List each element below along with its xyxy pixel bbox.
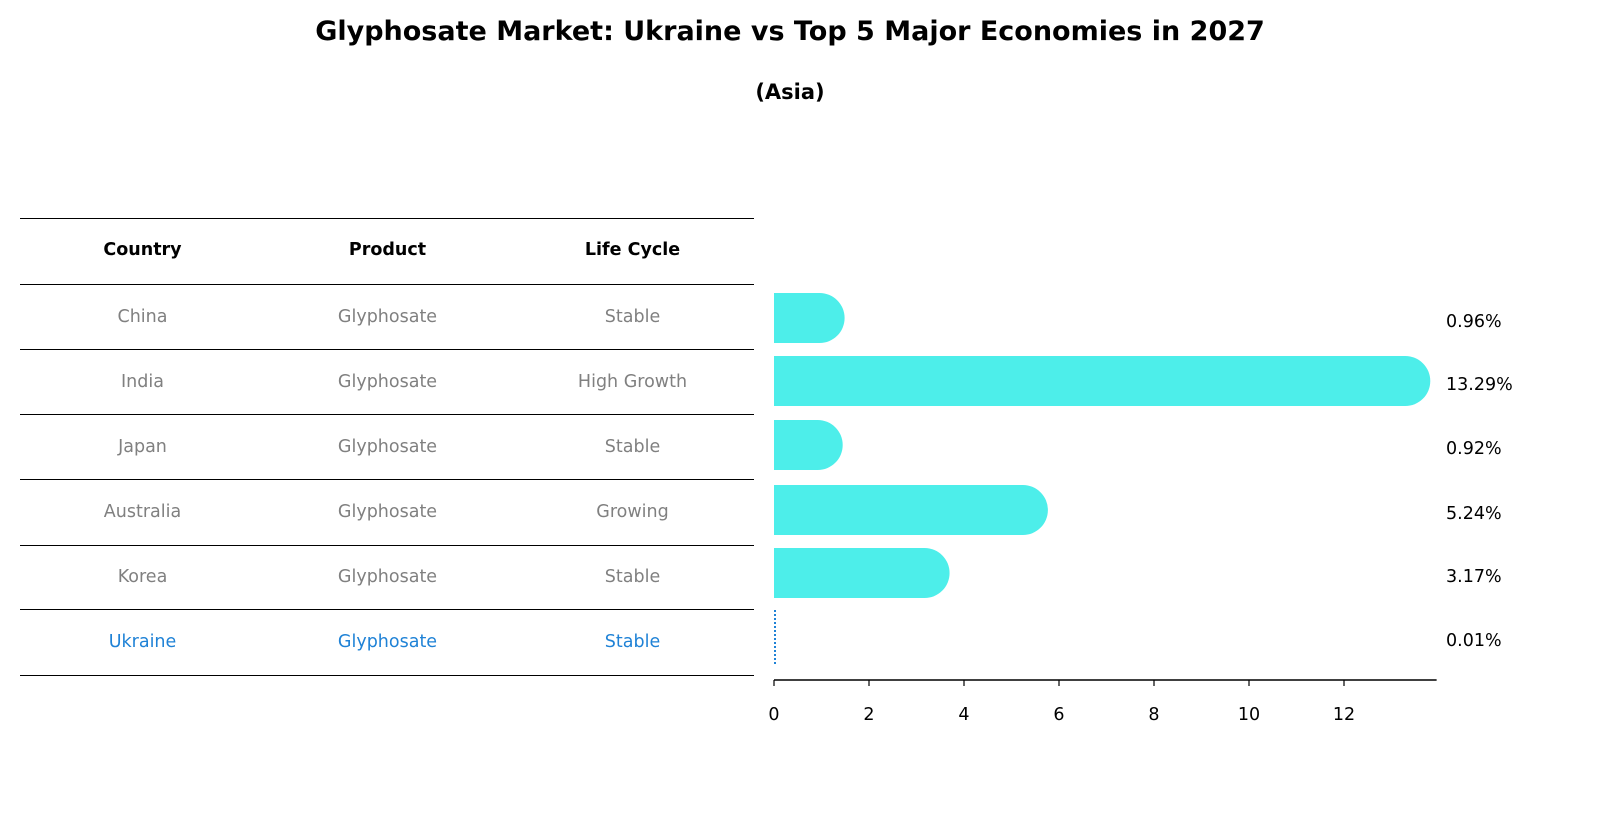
x-tick-label: 10 [1238,705,1260,725]
bar-china [774,293,845,343]
table-rule [20,479,754,480]
table-rule [20,609,754,610]
bar-japan [774,420,843,470]
table-cell: Stable [604,306,661,327]
table-rule [20,349,754,350]
table-cell: Stable [604,567,661,587]
table-cell: Glyphosate [337,371,438,392]
x-tick-label: 2 [863,705,874,725]
table-cell: Japan [118,436,167,457]
table-rule [20,414,754,415]
table-header: Country [103,240,182,260]
data-label: 13.29% [1446,375,1513,395]
bar-india [774,356,1431,406]
table-rule [20,218,754,219]
x-tick-label: 4 [958,705,969,725]
bar-australia [774,485,1048,535]
table-rule [20,284,754,285]
table-cell: Australia [103,502,182,522]
x-tick-label: 8 [1148,705,1159,725]
table-header: Life Cycle [584,240,681,260]
table-cell: High Growth [577,371,688,392]
x-tick-label: 6 [1053,705,1064,725]
table-cell: Glyphosate [337,306,438,327]
table-cell: Stable [604,436,661,457]
table-cell: China [117,306,168,327]
data-label: 0.01% [1446,631,1502,651]
table-cell: Stable [604,632,661,652]
bar-korea [774,548,950,598]
data-label: 0.96% [1446,312,1502,332]
table-cell: Glyphosate [337,502,438,522]
chart-title: Glyphosate Market: Ukraine vs Top 5 Majo… [315,16,1265,47]
table-cell: Korea [117,567,168,587]
table-rule [20,545,754,546]
table-cell: Glyphosate [337,567,438,587]
table-rule [20,675,754,676]
data-label: 0.92% [1446,439,1502,459]
data-label: 3.17% [1446,567,1502,587]
x-tick-label: 0 [768,705,779,725]
table-cell: India [121,371,164,392]
x-tick-label: 12 [1333,705,1355,725]
data-label: 5.24% [1446,504,1502,524]
table-cell: Glyphosate [337,436,438,457]
table-header: Product [348,240,427,260]
table-cell: Ukraine [108,632,177,652]
table-cell: Glyphosate [337,632,438,652]
table-cell: Growing [596,502,669,522]
chart-subtitle: (Asia) [755,80,825,104]
